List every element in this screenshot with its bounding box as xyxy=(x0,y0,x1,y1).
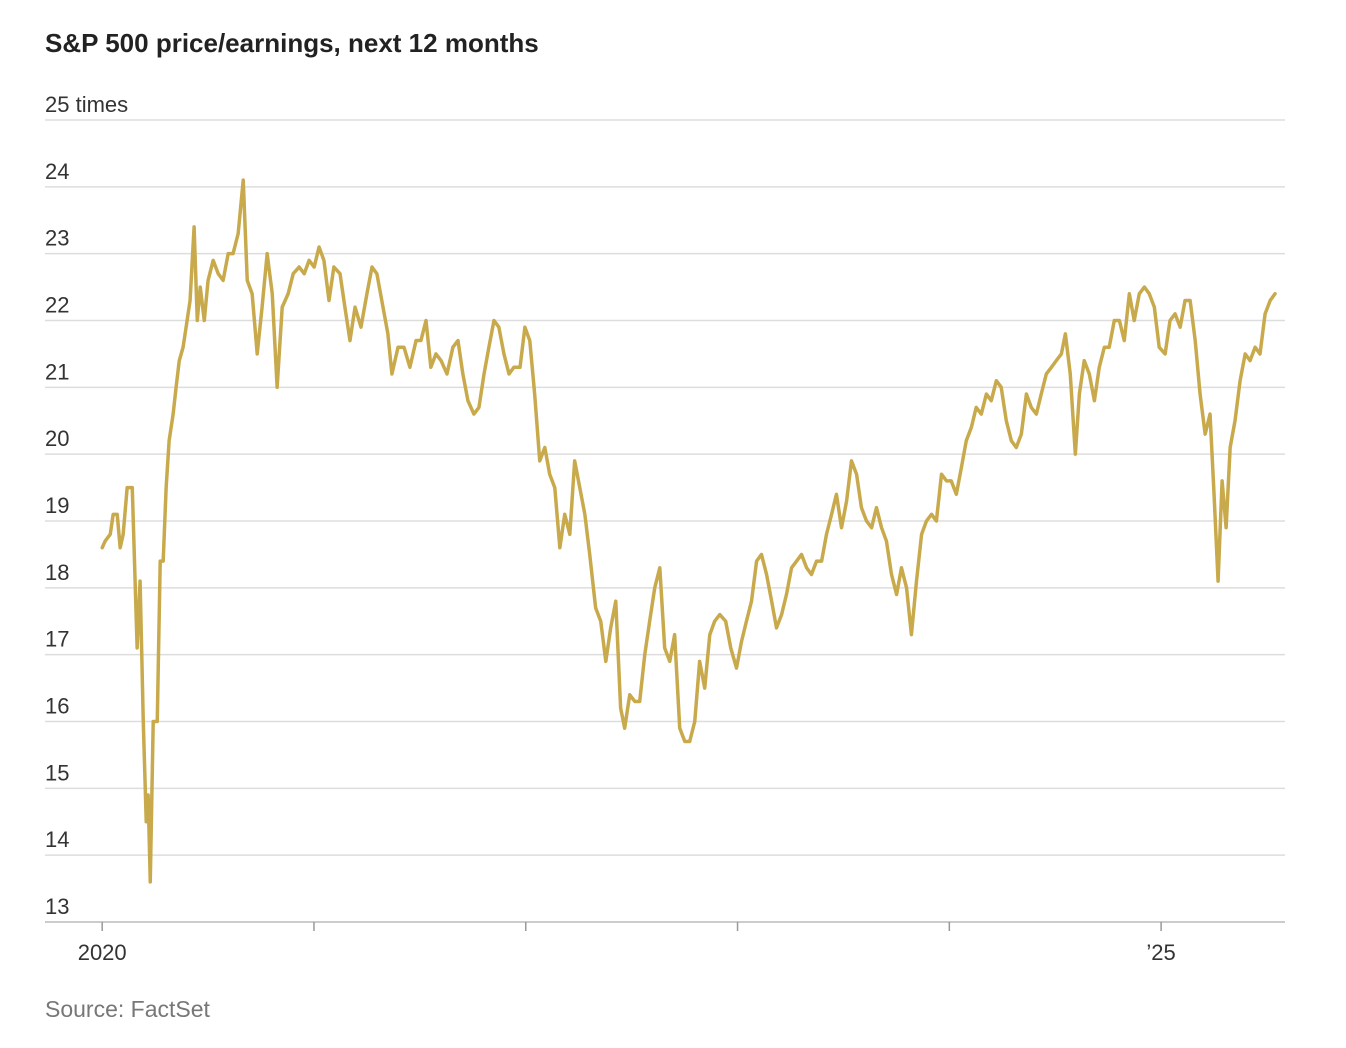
y-tick-label: 18 xyxy=(45,560,69,585)
y-tick-label: 13 xyxy=(45,894,69,919)
y-tick-label: 17 xyxy=(45,627,69,652)
y-tick-label: 20 xyxy=(45,426,69,451)
pe-ratio-line xyxy=(100,178,1277,884)
y-tick-label: 25 times xyxy=(45,92,128,117)
y-tick-label: 23 xyxy=(45,226,69,251)
source-note: Source: FactSet xyxy=(45,996,211,1022)
y-tick-label: 24 xyxy=(45,159,69,184)
chart-title: S&P 500 price/earnings, next 12 months xyxy=(45,28,539,58)
y-tick-label: 16 xyxy=(45,694,69,719)
y-tick-label: 19 xyxy=(45,493,69,518)
x-tick-label: 2020 xyxy=(78,940,127,965)
x-tick-label: ’25 xyxy=(1146,940,1175,965)
y-tick-label: 14 xyxy=(45,827,69,852)
y-tick-label: 15 xyxy=(45,760,69,785)
y-tick-label: 21 xyxy=(45,359,69,384)
y-tick-label: 22 xyxy=(45,293,69,318)
